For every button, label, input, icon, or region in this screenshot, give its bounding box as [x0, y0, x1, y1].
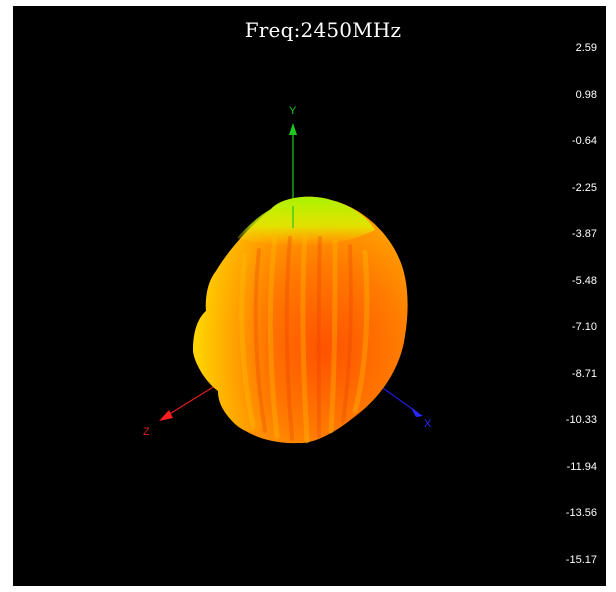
- x-axis-label: X: [424, 418, 432, 430]
- colorbar-tick-label: -7.10: [571, 321, 597, 334]
- x-axis-arrow-icon: [411, 408, 423, 417]
- colorbar-tick-label: -15.17: [565, 554, 597, 566]
- radiation-pattern-scene: Y Z X: [143, 105, 432, 444]
- colorbar-tick-label: -5.48: [571, 274, 597, 287]
- colorbar-tick-label: -13.56: [565, 507, 597, 520]
- colorbar-tick-label: -10.33: [565, 414, 597, 427]
- y-axis-label: Y: [289, 105, 297, 117]
- y-axis-arrow-icon: [289, 123, 297, 135]
- z-axis-label: Z: [143, 426, 150, 438]
- colorbar-tick-label: -11.94: [566, 460, 597, 473]
- colorbar-tick-label: 0.98: [575, 88, 597, 101]
- pattern-ridges: [239, 233, 370, 444]
- z-axis-line: [162, 380, 224, 419]
- colorbar-tick-label: -2.25: [571, 181, 597, 194]
- colorbar-tick-label: -8.71: [571, 367, 597, 380]
- colorbar-tick-label: -3.87: [571, 228, 597, 241]
- chart-title: Freq:2450MHz: [244, 18, 402, 42]
- plot-viewport[interactable]: Freq:2450MHz Y Z: [13, 6, 606, 586]
- pattern-top-lobe: [237, 196, 375, 246]
- colorbar-tick-label: 2.59: [575, 42, 597, 54]
- z-axis-arrow-icon: [159, 410, 173, 421]
- pattern-ridge-shadows: [253, 236, 353, 441]
- pattern-left-lobe: [193, 209, 271, 432]
- colorbar-tick-label: -0.64: [571, 135, 597, 148]
